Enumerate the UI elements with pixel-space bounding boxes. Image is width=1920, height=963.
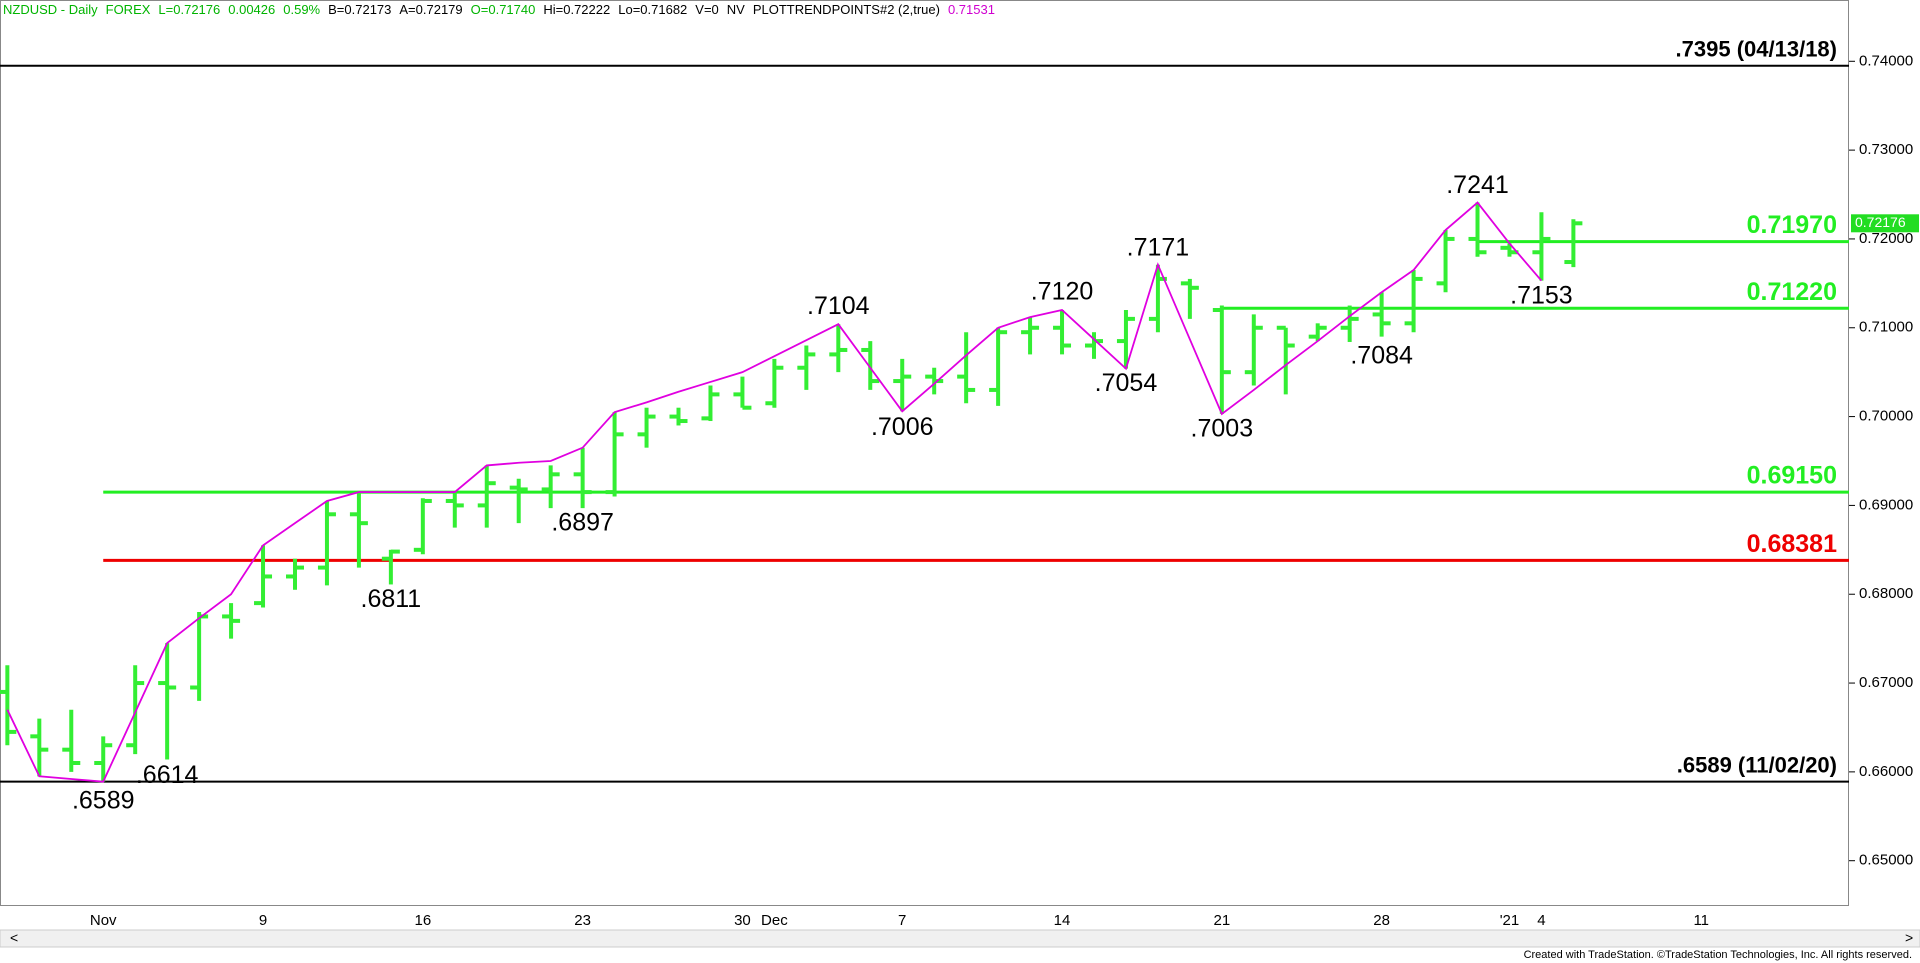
header-item: 0.00426	[228, 2, 276, 17]
header-item: 0.59%	[283, 2, 321, 17]
y-tick-label: 0.65000	[1859, 852, 1913, 869]
level-label: 0.69150	[1747, 462, 1837, 490]
y-tick-label: 0.71000	[1859, 319, 1913, 336]
x-tick-label: Dec	[761, 912, 788, 929]
y-tick-label: 0.70000	[1859, 408, 1913, 425]
x-tick-label: 14	[1054, 912, 1071, 929]
x-tick-label: 11	[1693, 912, 1709, 929]
header-item: 0.71531	[947, 2, 995, 17]
pivot-label: .6897	[551, 509, 614, 537]
header-item: Hi=0.72222	[543, 2, 611, 17]
header-item: FOREX	[105, 2, 151, 17]
pivot-label: .7153	[1510, 281, 1573, 309]
scrollbar[interactable]	[0, 929, 1920, 948]
level-label: 0.71220	[1747, 278, 1837, 306]
scroll-right[interactable]: >	[1905, 930, 1913, 946]
x-tick-label: '21	[1500, 912, 1520, 929]
y-tick-label: 0.72000	[1859, 230, 1913, 247]
level-label: .7395 (04/13/18)	[1676, 37, 1837, 62]
level-label: .6589 (11/02/20)	[1677, 752, 1837, 777]
x-tick-label: 7	[898, 912, 906, 929]
header-item: PLOTTRENDPOINTS#2 (2,true)	[752, 2, 940, 17]
x-tick-label: 21	[1213, 912, 1230, 929]
x-tick-label: 28	[1373, 912, 1390, 929]
level-label: 0.68381	[1747, 530, 1837, 558]
y-tick-label: 0.67000	[1859, 674, 1913, 691]
pivot-label: .7171	[1127, 233, 1190, 261]
pivot-label: .7120	[1031, 278, 1094, 306]
y-tick-label: 0.68000	[1859, 585, 1913, 602]
y-tick-label: 0.66000	[1859, 763, 1913, 780]
x-tick-label: 30	[734, 912, 751, 929]
y-tick-label: 0.69000	[1859, 496, 1913, 513]
footer: Created with TradeStation. ©TradeStation…	[1524, 949, 1912, 961]
x-tick-label: 16	[414, 912, 431, 929]
header-item: B=0.72173	[328, 2, 392, 17]
y-tick-label: 0.73000	[1859, 141, 1913, 158]
plot-border	[0, 0, 1849, 906]
header-item: L=0.72176	[158, 2, 221, 17]
pivot-label: .7241	[1446, 171, 1509, 199]
header-item: NZDUSD - Daily	[3, 2, 98, 17]
header-item: O=0.71740	[470, 2, 536, 17]
trend-line	[6, 201, 1543, 783]
pivot-label: .6811	[361, 585, 422, 613]
pivot-label: .7006	[871, 413, 934, 441]
x-tick-label: 23	[574, 912, 591, 929]
x-tick-label: 9	[259, 912, 267, 929]
header: NZDUSD - Daily FOREX L=0.72176 0.00426 0.59%…	[3, 2, 1003, 17]
level-label: 0.71970	[1747, 211, 1837, 239]
header-item: Lo=0.71682	[618, 2, 688, 17]
pivot-label: .6589	[72, 786, 135, 814]
x-tick-label: Nov	[90, 912, 117, 929]
pivot-label: .7084	[1350, 342, 1413, 370]
last-price-box	[1851, 214, 1919, 233]
pivot-label: .6614	[136, 761, 199, 789]
y-tick-label: 0.74000	[1859, 52, 1913, 69]
pivot-label: .7104	[807, 292, 870, 320]
header-item: NV	[726, 2, 745, 17]
scroll-left[interactable]: <	[10, 930, 18, 946]
last-price-label: 0.72176	[1855, 214, 1906, 230]
pivot-label: .7054	[1095, 369, 1158, 397]
x-tick-label: 4	[1537, 912, 1545, 929]
header-item: V=0	[695, 2, 719, 17]
header-item: A=0.72179	[399, 2, 463, 17]
pivot-label: .7003	[1191, 415, 1254, 443]
